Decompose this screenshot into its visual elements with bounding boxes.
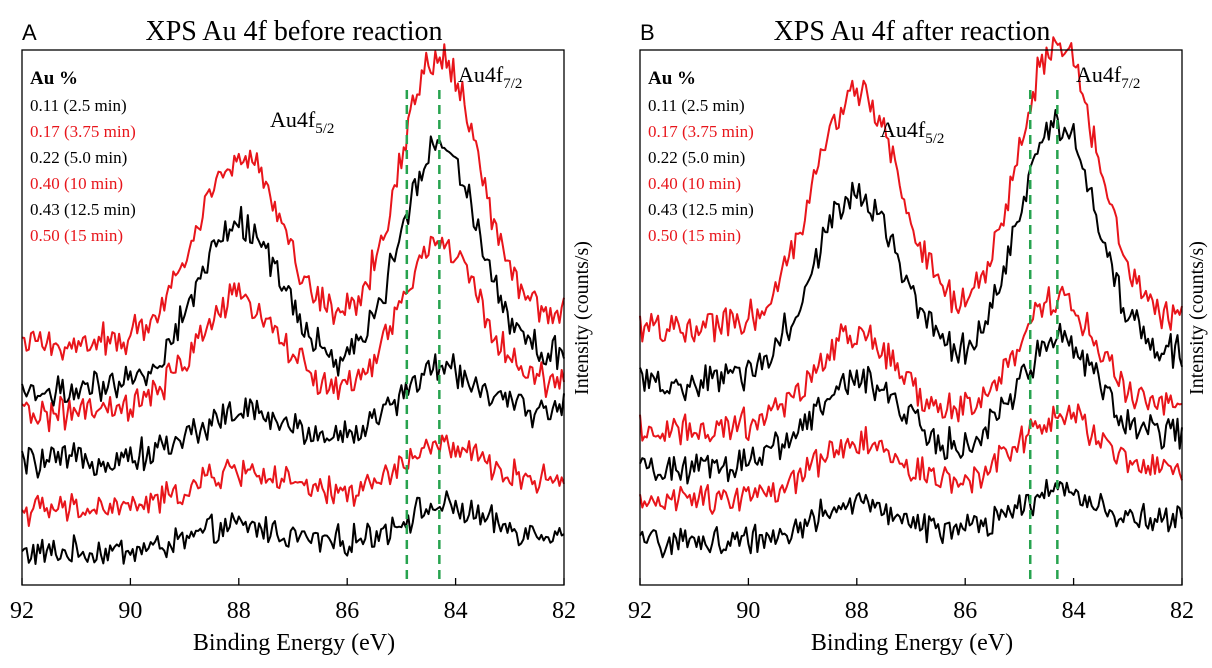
- panel-a-peak-label-7-2: Au4f7/2: [458, 62, 522, 92]
- panel-b: B XPS Au 4f after reaction 92 90 88 86 84 82 …: [628, 16, 1208, 656]
- x-tick-label: 90: [736, 598, 760, 624]
- panel-a-letter: A: [22, 20, 37, 45]
- x-tick-label: 92: [10, 598, 34, 624]
- panel-a-peak-label-5-2: Au4f5/2: [270, 107, 334, 137]
- plot-frame: [639, 49, 1183, 586]
- x-tick-label: 90: [118, 598, 142, 624]
- panel-a-x-axis-label: Binding Energy (eV): [193, 630, 395, 656]
- panel-a-legend-entry: 0.17 (3.75 min): [30, 122, 136, 141]
- panel-b-legend-entry: 0.17 (3.75 min): [648, 122, 754, 141]
- panel-b-legend: Au % 0.11 (2.5 min) 0.17 (3.75 min) 0.22…: [648, 68, 754, 245]
- panel-b-legend-entry: 0.50 (15 min): [648, 226, 741, 245]
- series-line: [21, 353, 565, 479]
- panel-b-peak-label-5-2: Au4f5/2: [880, 117, 944, 147]
- series-line: [21, 434, 565, 527]
- panel-a-legend-entry: 0.11 (2.5 min): [30, 96, 127, 115]
- panel-a-reference-lines: [405, 90, 441, 585]
- x-tick-label: 86: [953, 598, 977, 624]
- series-line: [639, 478, 1183, 559]
- panel-b-axes: 92 90 88 86 84 82: [628, 49, 1194, 624]
- panel-b-peak-label-7-2: Au4f7/2: [1076, 62, 1140, 92]
- panel-a: A XPS Au 4f before reaction 92 90 88 86 84 82…: [10, 16, 593, 656]
- series-line: [639, 36, 1183, 343]
- series-line: [639, 285, 1183, 446]
- panel-a-legend-entry: 0.22 (5.0 min): [30, 148, 127, 167]
- x-tick-label: 84: [1062, 598, 1086, 624]
- x-tick-label: 82: [1170, 598, 1194, 624]
- series-line: [639, 109, 1183, 402]
- x-tick-label: 88: [227, 598, 251, 624]
- panel-a-legend-heading: Au %: [30, 68, 78, 89]
- panel-b-legend-heading: Au %: [648, 68, 696, 89]
- x-tick-label: 82: [552, 598, 576, 624]
- panel-b-traces: [639, 36, 1183, 559]
- panel-b-letter: B: [640, 20, 655, 45]
- panel-b-legend-entry: 0.11 (2.5 min): [648, 96, 745, 115]
- panel-b-title: XPS Au 4f after reaction: [774, 16, 1051, 47]
- panel-b-x-axis-label: Binding Energy (eV): [811, 630, 1013, 656]
- panel-a-legend-entry: 0.40 (10 min): [30, 174, 123, 193]
- x-tick-label: 88: [845, 598, 869, 624]
- panel-a-legend: Au % 0.11 (2.5 min) 0.17 (3.75 min) 0.22…: [30, 68, 136, 245]
- panel-a-legend-entry: 0.43 (12.5 min): [30, 200, 136, 219]
- panel-a-axes: 92 90 88 86 84 82: [10, 49, 576, 624]
- panel-a-legend-entry: 0.50 (15 min): [30, 226, 123, 245]
- x-tick-label: 84: [444, 598, 468, 624]
- plot-frame: [21, 49, 565, 586]
- series-line: [21, 43, 565, 361]
- panel-b-legend-entry: 0.22 (5.0 min): [648, 148, 745, 167]
- series-line: [21, 490, 565, 565]
- series-line: [639, 322, 1183, 485]
- panel-b-reference-lines: [1028, 90, 1059, 585]
- panel-b-legend-entry: 0.40 (10 min): [648, 174, 741, 193]
- panel-b-legend-entry: 0.43 (12.5 min): [648, 200, 754, 219]
- series-line: [639, 403, 1183, 515]
- series-line: [21, 135, 565, 407]
- x-tick-label: 86: [335, 598, 359, 624]
- x-tick-label: 92: [628, 598, 652, 624]
- panel-a-traces: [21, 43, 565, 565]
- series-line: [21, 235, 565, 433]
- panel-a-y-axis-label: Intensity (counts/s): [571, 241, 593, 395]
- panel-b-y-axis-label: Intensity (counts/s): [1186, 241, 1208, 395]
- panel-a-title: XPS Au 4f before reaction: [145, 16, 442, 47]
